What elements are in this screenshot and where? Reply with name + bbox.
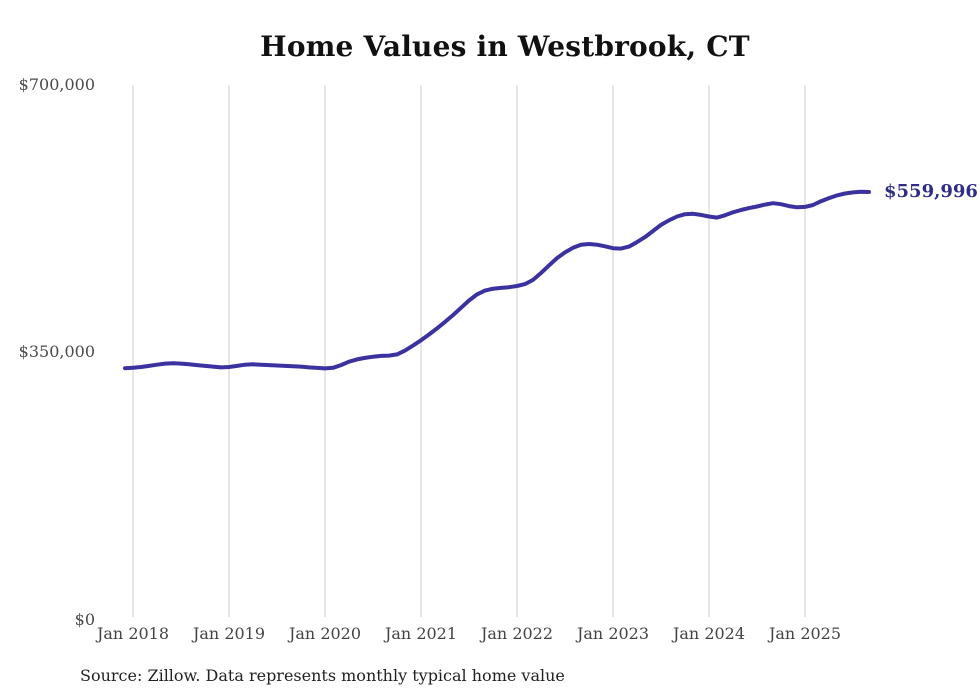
x-axis-tick-label: Jan 2024 [672,624,746,643]
x-axis-tick-label: Jan 2025 [768,624,842,643]
x-axis-tick-label: Jan 2021 [384,624,458,643]
x-axis-tick-label: Jan 2020 [288,624,362,643]
y-axis-tick-label: $0 [74,610,95,629]
source-note: Source: Zillow. Data represents monthly … [80,666,565,685]
x-axis-tick-label: Jan 2019 [192,624,266,643]
x-axis-tick-label: Jan 2018 [96,624,170,643]
series-end-value-label: $559,996 [884,181,978,202]
y-axis-tick-label: $350,000 [18,342,95,361]
chart-title: Home Values in Westbrook, CT [260,30,750,63]
x-axis-tick-label: Jan 2022 [480,624,554,643]
home-value-line [123,189,871,371]
x-axis-tick-label: Jan 2023 [576,624,650,643]
y-axis-tick-label: $700,000 [18,75,95,94]
